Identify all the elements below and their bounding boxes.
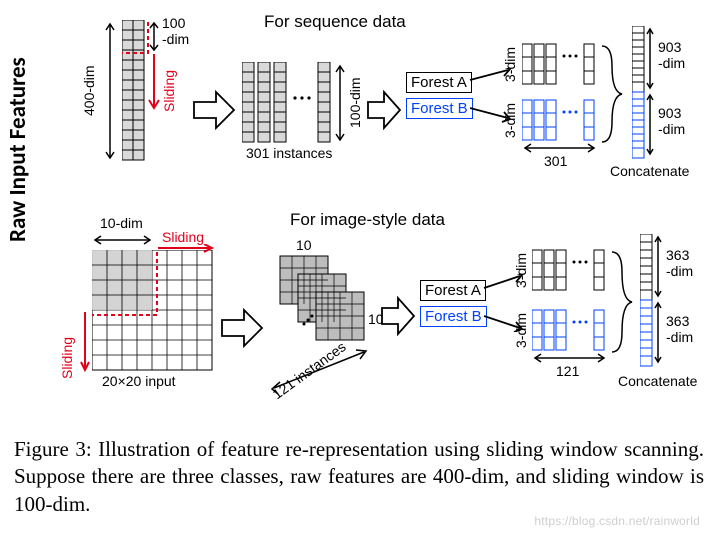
- arrow-seq-2: [366, 90, 402, 130]
- image-forest-b: Forest B: [420, 306, 487, 327]
- figure-container: Raw Input Features For sequence data: [14, 12, 704, 422]
- image-patch-w: 10: [296, 238, 312, 253]
- arrow-img-1: [220, 308, 264, 348]
- sequence-output-dim-b: 3-dim: [503, 100, 518, 140]
- image-output-dim-a: 3-dim: [514, 250, 529, 290]
- sequence-window-top: 100: [162, 16, 185, 31]
- image-output-count: 121: [556, 364, 579, 379]
- image-concat-suffix-a: -dim: [666, 264, 693, 279]
- image-concat-suffix-b: -dim: [666, 330, 693, 345]
- sequence-sliding-arrow: [148, 54, 162, 114]
- image-brace: [608, 250, 638, 354]
- image-concat-a-arrow: [654, 234, 666, 300]
- sequence-output-dim-a: 3-dim: [503, 44, 518, 84]
- image-concat-dim-b: 363: [666, 314, 689, 329]
- image-output-dim-b: 3-dim: [514, 310, 529, 350]
- image-input-size: 20×20 input: [102, 374, 176, 389]
- sequence-sliding-text: Sliding: [162, 64, 177, 118]
- sequence-forest-a: Forest A: [406, 72, 472, 93]
- image-instances-arrow: [268, 348, 378, 398]
- sequence-output-count: 301: [544, 154, 567, 169]
- sequence-concat-b-arrow: [646, 92, 658, 158]
- sequence-concat-dim-a: 903: [658, 40, 681, 55]
- y-axis-label: Raw Input Features: [4, 57, 32, 242]
- image-input-dim-label: 10-dim: [100, 216, 143, 231]
- sequence-concat-suffix-a: -dim: [658, 56, 685, 71]
- sequence-concat-a-arrow: [646, 26, 658, 92]
- image-concat-b-arrow: [654, 300, 666, 366]
- image-concat-label: Concatenate: [618, 374, 697, 389]
- sequence-instance-dim-arrow: [334, 62, 348, 146]
- sequence-window-bot: -dim: [162, 32, 189, 47]
- sequence-concat-label: Concatenate: [610, 164, 689, 179]
- figure-caption: Figure 3: Illustration of feature re-rep…: [14, 436, 704, 518]
- image-input-dim-arrow: [92, 234, 154, 248]
- sequence-concat-suffix-b: -dim: [658, 122, 685, 137]
- sequence-title: For sequence data: [264, 12, 406, 32]
- watermark: https://blog.csdn.net/rainworld: [534, 514, 700, 528]
- image-forest-a: Forest A: [420, 280, 486, 301]
- sequence-instances-label: 301 instances: [246, 146, 332, 161]
- image-sliding-v: Sliding: [60, 332, 75, 384]
- sequence-input-dim-label: 400-dim: [82, 46, 97, 136]
- sequence-window-dim-arrow: [148, 20, 162, 54]
- sequence-instance-dim-label: 100-dim: [348, 68, 363, 138]
- image-sliding-h-arrow: [158, 244, 218, 256]
- sequence-brace: [598, 44, 628, 144]
- arrow-seq-1: [192, 90, 236, 130]
- sequence-concat-dim-b: 903: [658, 106, 681, 121]
- image-input-grid: [92, 250, 222, 380]
- image-sliding-v-arrow: [80, 312, 92, 376]
- sequence-forest-b: Forest B: [406, 98, 473, 119]
- image-concat-dim-a: 363: [666, 248, 689, 263]
- sequence-input-dim-arrow: [102, 20, 118, 162]
- arrow-img-2: [380, 296, 416, 336]
- image-title: For image-style data: [290, 210, 445, 230]
